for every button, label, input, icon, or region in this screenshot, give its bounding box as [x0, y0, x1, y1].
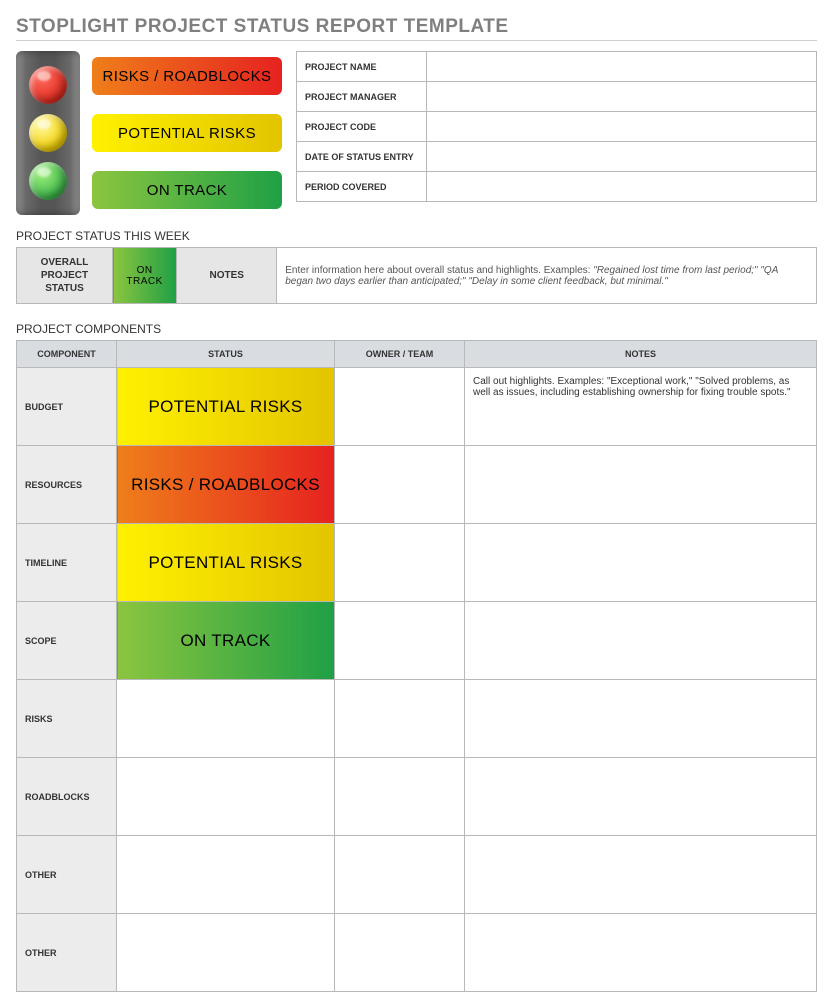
components-column-header: OWNER / TEAM [335, 341, 465, 368]
component-label: OTHER [17, 914, 117, 992]
component-label: SCOPE [17, 602, 117, 680]
component-status: RISKS / ROADBLOCKS [117, 446, 335, 524]
component-status [117, 836, 335, 914]
meta-key: PERIOD COVERED [297, 172, 427, 202]
meta-key: PROJECT CODE [297, 112, 427, 142]
component-label: TIMELINE [17, 524, 117, 602]
meta-value[interactable] [427, 82, 817, 112]
stoplight-icon [16, 51, 80, 215]
component-status: POTENTIAL RISKS [117, 368, 335, 446]
overall-notes: Enter information here about overall sta… [277, 248, 817, 304]
component-notes[interactable] [465, 914, 817, 992]
component-owner[interactable] [335, 758, 465, 836]
component-label: RESOURCES [17, 446, 117, 524]
legend-labels: RISKS / ROADBLOCKS POTENTIAL RISKS ON TR… [92, 51, 282, 215]
project-meta-table: PROJECT NAMEPROJECT MANAGERPROJECT CODED… [296, 51, 817, 202]
yellow-light-icon [29, 114, 67, 152]
component-notes[interactable] [465, 446, 817, 524]
component-notes[interactable]: Call out highlights. Examples: "Exceptio… [465, 368, 817, 446]
legend-green: ON TRACK [92, 171, 282, 209]
component-owner[interactable] [335, 836, 465, 914]
component-label: OTHER [17, 836, 117, 914]
component-owner[interactable] [335, 602, 465, 680]
component-status: ON TRACK [117, 602, 335, 680]
legend-yellow: POTENTIAL RISKS [92, 114, 282, 152]
component-notes[interactable] [465, 836, 817, 914]
legend: RISKS / ROADBLOCKS POTENTIAL RISKS ON TR… [16, 51, 282, 215]
green-light-icon [29, 162, 67, 200]
component-notes[interactable] [465, 524, 817, 602]
meta-value[interactable] [427, 52, 817, 82]
page-title: STOPLIGHT PROJECT STATUS REPORT TEMPLATE [16, 16, 817, 41]
notes-label: NOTES [177, 248, 277, 304]
component-notes[interactable] [465, 680, 817, 758]
components-column-header: NOTES [465, 341, 817, 368]
components-table: COMPONENTSTATUSOWNER / TEAMNOTES BUDGETP… [16, 340, 817, 992]
status-week-heading: PROJECT STATUS THIS WEEK [16, 229, 817, 243]
component-status [117, 758, 335, 836]
meta-key: DATE OF STATUS ENTRY [297, 142, 427, 172]
overall-status-value: ON TRACK [113, 248, 177, 304]
component-status: POTENTIAL RISKS [117, 524, 335, 602]
component-owner[interactable] [335, 368, 465, 446]
components-column-header: COMPONENT [17, 341, 117, 368]
component-owner[interactable] [335, 914, 465, 992]
meta-value[interactable] [427, 172, 817, 202]
component-owner[interactable] [335, 680, 465, 758]
legend-red: RISKS / ROADBLOCKS [92, 57, 282, 95]
component-notes[interactable] [465, 602, 817, 680]
meta-value[interactable] [427, 112, 817, 142]
component-status [117, 914, 335, 992]
meta-key: PROJECT MANAGER [297, 82, 427, 112]
component-owner[interactable] [335, 446, 465, 524]
components-column-header: STATUS [117, 341, 335, 368]
component-owner[interactable] [335, 524, 465, 602]
status-week-table: OVERALL PROJECT STATUS ON TRACK NOTES En… [16, 247, 817, 304]
meta-value[interactable] [427, 142, 817, 172]
meta-key: PROJECT NAME [297, 52, 427, 82]
component-status [117, 680, 335, 758]
component-label: ROADBLOCKS [17, 758, 117, 836]
header-row: RISKS / ROADBLOCKS POTENTIAL RISKS ON TR… [16, 51, 817, 215]
component-label: BUDGET [17, 368, 117, 446]
component-notes[interactable] [465, 758, 817, 836]
red-light-icon [29, 66, 67, 104]
components-heading: PROJECT COMPONENTS [16, 322, 817, 336]
component-label: RISKS [17, 680, 117, 758]
overall-status-label: OVERALL PROJECT STATUS [17, 248, 113, 304]
